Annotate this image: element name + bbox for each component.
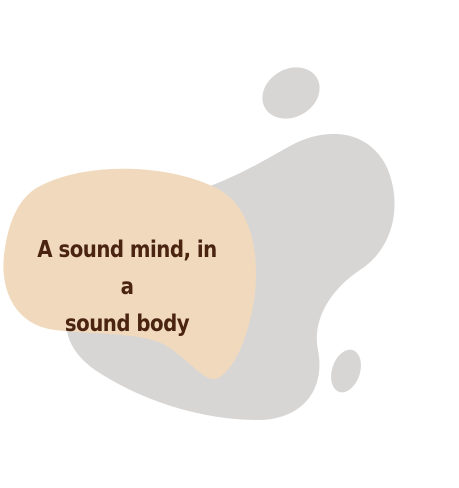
quote-line-1: A sound mind, in a xyxy=(37,237,217,300)
quote-text: A sound mind, in a sound body xyxy=(30,232,224,343)
peach-blob xyxy=(3,168,257,379)
small-grey-oval-top xyxy=(262,67,320,119)
quote-line-2: sound body xyxy=(64,311,190,337)
small-grey-oval-bottom xyxy=(331,349,361,393)
